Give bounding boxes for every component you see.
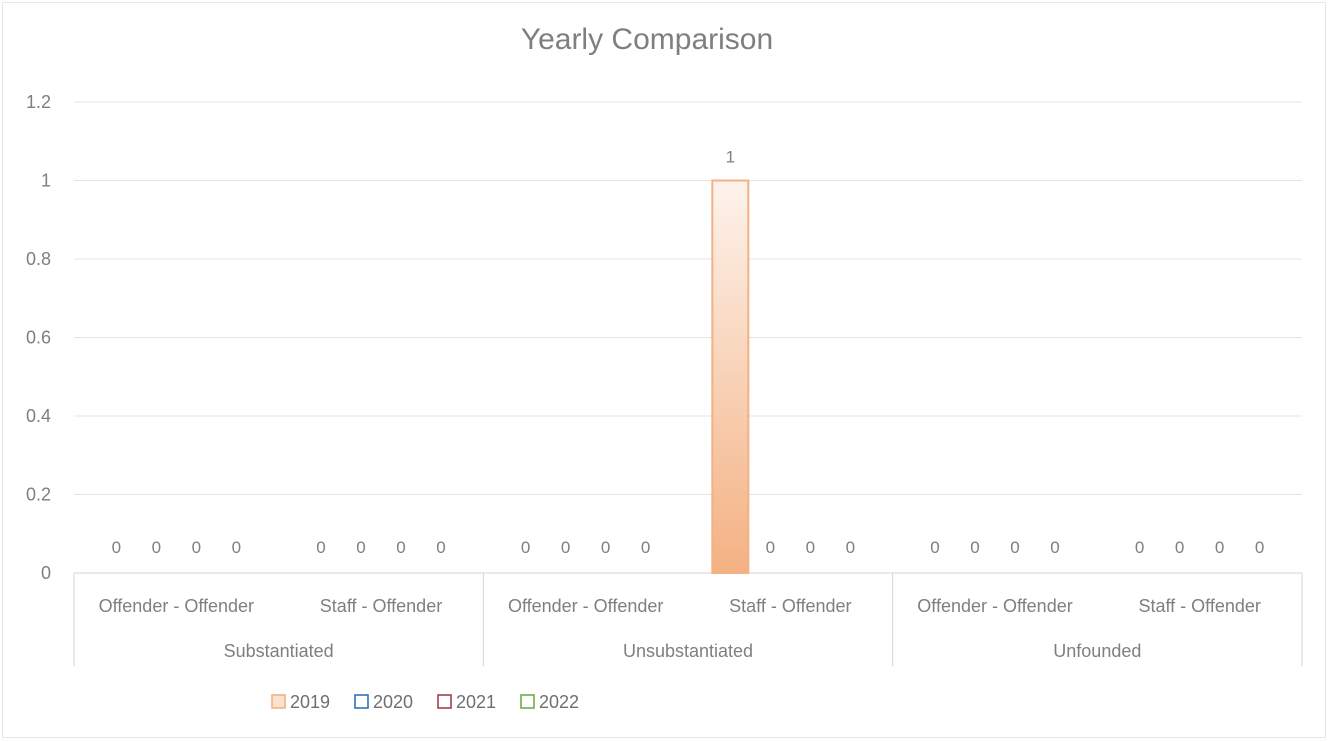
data-label: 0 [521,538,530,557]
data-labels: 0 0 0 0 0 0 0 0 0 0 0 0 1 0 0 0 0 0 0 0 0 0 0 0 [112,148,1265,558]
x-category-label: Staff - Offender [1138,596,1260,616]
y-tick-label: 0.4 [26,406,51,426]
legend-label: 2019 [290,692,330,712]
y-tick-label: 1.2 [26,92,51,112]
data-label: 0 [356,538,365,557]
legend-item-2021[interactable]: 2021 [437,692,496,712]
x-axis: Offender - Offender Staff - Offender Subst… [73,573,1303,666]
legend-item-2019[interactable]: 2019 [271,692,330,712]
x-category-label: Offender - Offender [917,596,1072,616]
data-label: 0 [601,538,610,557]
data-label: 0 [232,538,241,557]
data-label: 0 [806,538,815,557]
data-label: 0 [1215,538,1224,557]
legend-item-2022[interactable]: 2022 [520,692,579,712]
y-axis: 0 0.2 0.4 0.6 0.8 1 1.2 [26,92,51,583]
data-label: 0 [1255,538,1264,557]
legend-swatch [271,694,286,709]
legend[interactable]: 2019 2020 2021 2022 [271,692,579,712]
data-label: 0 [396,538,405,557]
data-label: 1 [726,148,735,167]
bars [711,179,750,574]
legend-item-2020[interactable]: 2020 [354,692,413,712]
data-label: 0 [192,538,201,557]
bar-2019[interactable] [711,179,750,574]
legend-swatch [437,694,452,709]
legend-label: 2022 [539,692,579,712]
y-tick-label: 1 [41,171,51,191]
x-category-label: Staff - Offender [729,596,851,616]
data-label: 0 [436,538,445,557]
data-label: 0 [846,538,855,557]
y-tick-label: 0.8 [26,249,51,269]
chart-title: Yearly Comparison [521,23,773,56]
data-label: 0 [1135,538,1144,557]
x-category-label: Staff - Offender [320,596,442,616]
x-group-label: Unfounded [1053,641,1141,661]
data-label: 0 [152,538,161,557]
data-label: 0 [1050,538,1059,557]
data-label: 0 [970,538,979,557]
y-tick-label: 0.6 [26,328,51,348]
data-label: 0 [561,538,570,557]
data-label: 0 [1010,538,1019,557]
y-tick-label: 0 [41,563,51,583]
data-label: 0 [641,538,650,557]
data-label: 0 [112,538,121,557]
x-group-label: Unsubstantiated [623,641,753,661]
y-tick-label: 0.2 [26,485,51,505]
legend-label: 2021 [456,692,496,712]
data-label: 0 [930,538,939,557]
legend-swatch [520,694,535,709]
data-label: 0 [766,538,775,557]
data-label: 0 [1175,538,1184,557]
gridlines [74,101,1302,574]
x-group-label: Substantiated [224,641,334,661]
legend-label: 2020 [373,692,413,712]
data-label: 0 [316,538,325,557]
x-category-label: Offender - Offender [508,596,663,616]
legend-swatch [354,694,369,709]
x-category-label: Offender - Offender [99,596,254,616]
